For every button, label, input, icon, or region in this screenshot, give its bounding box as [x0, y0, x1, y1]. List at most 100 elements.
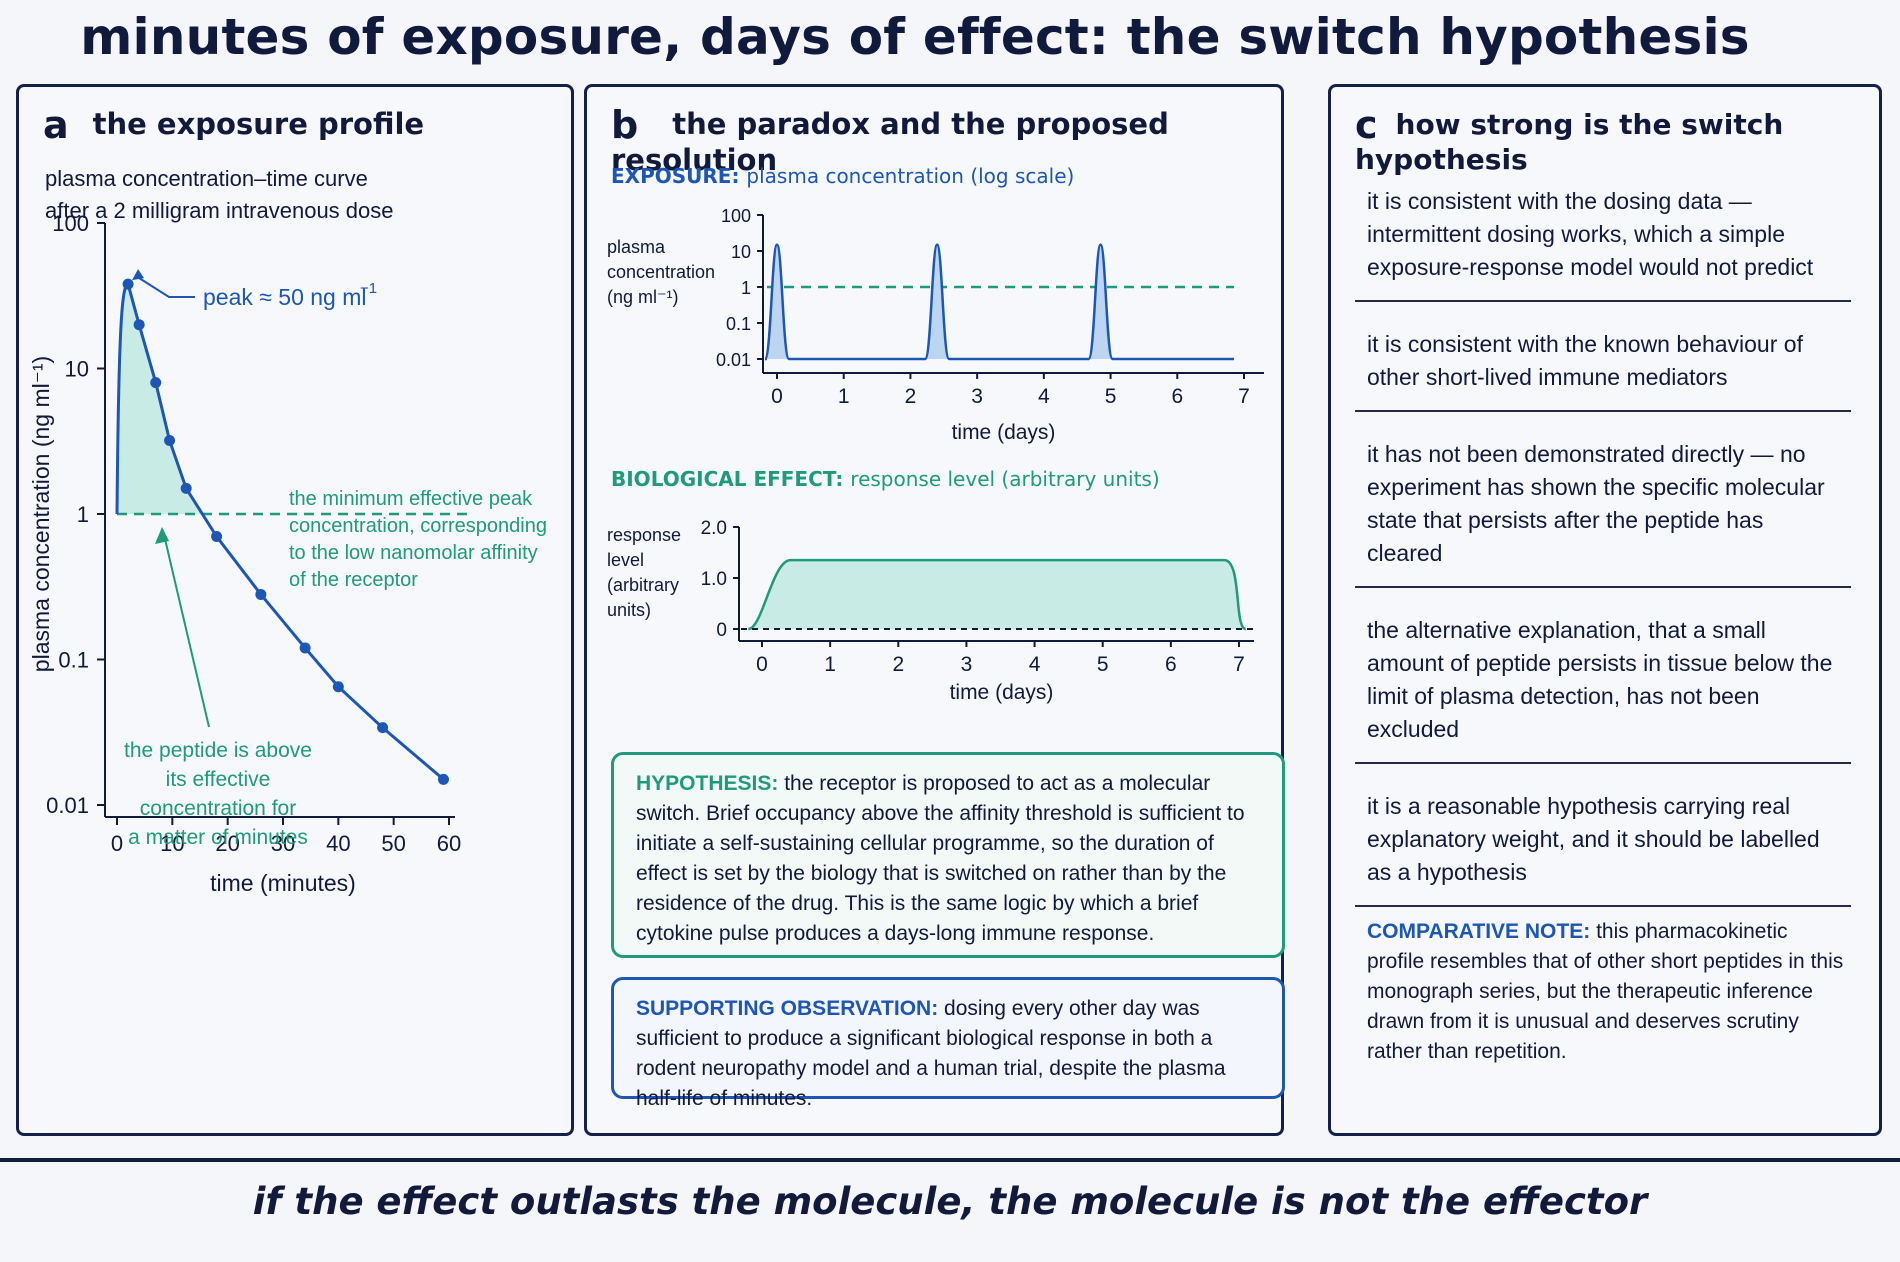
exposure-x-tick-label: 4	[1038, 385, 1050, 408]
above-threshold-note-line: its effective	[166, 768, 271, 791]
exposure-spike-fill	[765, 244, 789, 359]
threshold-note-line: the minimum effective peak	[289, 488, 533, 510]
supporting-text: dosing every other day was sufficient to…	[636, 997, 1226, 1110]
paradox-charts: 100 10 1 0.1 0.01 0 1 2 3 4 5 6 7 time (days) plasma co…	[607, 206, 1264, 704]
data-point	[180, 482, 192, 494]
data-point	[299, 642, 311, 654]
data-point	[150, 377, 162, 389]
y-tick-label: 1	[77, 502, 89, 527]
exposure-y-axis-label: (ng ml⁻¹)	[607, 287, 679, 307]
effect-y-axis-label: (arbitrary	[607, 575, 679, 595]
x-tick-label: 10	[160, 831, 184, 856]
exposure-y-tick-label: 0.1	[726, 314, 751, 334]
comparative-note-label: COMPARATIVE NOTE:	[1367, 920, 1591, 943]
exposure-curve	[763, 243, 1234, 361]
exposure-x-tick-label: 2	[905, 385, 917, 408]
effect-x-tick-label: 5	[1097, 653, 1109, 676]
assessment-item: it is consistent with the known behaviou…	[1355, 320, 1851, 412]
panel-c: c how strong is the switch hypothesis it …	[1328, 84, 1882, 1136]
exposure-y-tick-label: 1	[741, 278, 751, 298]
footer-divider	[0, 1158, 1900, 1162]
panel-a-desc-line2: after a 2 milligram intravenous dose	[45, 198, 394, 223]
threshold-note-line: to the low nanomolar affinity	[289, 542, 538, 564]
page-title: minutes of exposure, days of effect: the…	[80, 8, 1750, 66]
comparative-note: COMPARATIVE NOTE: this pharmacokinetic p…	[1367, 917, 1847, 1067]
exposure-x-tick-label: 0	[771, 385, 783, 408]
hypothesis-text: the receptor is proposed to act as a mol…	[636, 772, 1245, 945]
panel-b-letter: b	[611, 103, 639, 147]
x-tick-label: 20	[215, 831, 239, 856]
comparative-note-text: this pharmacokinetic profile resembles t…	[1367, 920, 1844, 1063]
exposure-spike-fill	[925, 244, 950, 359]
effect-y-tick-label: 0	[716, 620, 727, 641]
x-tick-label: 0	[111, 831, 123, 856]
exposure-x-axis-label: time (days)	[952, 421, 1056, 444]
exposure-y-tick-label: 100	[721, 206, 751, 226]
above-note-arrow	[164, 538, 210, 728]
exposure-label-text: plasma concentration (log scale)	[746, 164, 1075, 188]
assessment-item: it is a reasonable hypothesis carrying r…	[1355, 782, 1851, 907]
effect-y-axis-label: units)	[607, 600, 651, 620]
panel-a-header: a the exposure profile	[43, 103, 424, 147]
exposure-x-tick-label: 1	[838, 385, 850, 408]
effect-x-tick-label: 6	[1165, 653, 1177, 676]
above-threshold-note-line: concentration for	[140, 797, 296, 820]
data-point	[164, 435, 176, 447]
effect-x-tick-label: 7	[1233, 653, 1245, 676]
effect-y-axis-label: level	[607, 550, 644, 570]
panel-c-letter: c	[1355, 103, 1378, 147]
exposure-x-tick-label: 3	[971, 385, 983, 408]
x-tick-label: 40	[326, 831, 350, 856]
peak-arrowhead	[132, 269, 145, 281]
peak-arrow-line	[135, 275, 195, 298]
above-threshold-note-line: the peptide is above	[124, 739, 312, 762]
hypothesis-box: HYPOTHESIS: the receptor is proposed to …	[611, 752, 1285, 958]
effect-x-tick-label: 2	[892, 653, 904, 676]
assessment-item: it is consistent with the dosing data — …	[1355, 177, 1851, 302]
assessment-item: it has not been demonstrated directly — …	[1355, 430, 1851, 588]
exposure-x-tick-label: 5	[1105, 385, 1117, 408]
peak-label: peak ≈ 50 ng ml	[203, 284, 367, 310]
panel-a-title: the exposure profile	[92, 107, 425, 141]
data-point	[377, 722, 389, 734]
y-tick-label: 0.01	[46, 793, 89, 818]
concentration-curve	[115, 282, 445, 781]
panel-b: b the paradox and the proposed resolution…	[584, 84, 1285, 1136]
exposure-label-prefix: EXPOSURE:	[611, 164, 740, 188]
peak-label-superscript: −1	[360, 280, 377, 297]
above-note-arrowhead	[155, 527, 169, 544]
panel-b-header: b the paradox and the proposed resolution	[611, 103, 1281, 181]
panel-c-title: how strong is the switch hypothesis	[1355, 108, 1784, 176]
supporting-label: SUPPORTING OBSERVATION:	[636, 997, 939, 1020]
data-point	[332, 681, 344, 693]
hypothesis-label: HYPOTHESIS:	[636, 772, 779, 795]
above-threshold-area	[117, 284, 203, 514]
panel-a-desc-line1: plasma concentration–time curve	[45, 166, 368, 191]
above-threshold-note-line: a matter of minutes	[128, 826, 308, 849]
data-point	[211, 531, 223, 543]
panel-a: a the exposure profile plasma concentrati…	[16, 84, 574, 1136]
y-axis-label: plasma concentration (ng ml⁻¹)	[28, 356, 54, 672]
exposure-x-tick-label: 7	[1238, 385, 1250, 408]
exposure-y-tick-label: 0.01	[716, 350, 751, 370]
effect-x-tick-label: 4	[1029, 653, 1041, 676]
y-tick-label: 0.1	[58, 648, 89, 673]
effect-y-axis-label: response	[607, 525, 681, 545]
panel-b-title: the paradox and the proposed resolution	[611, 107, 1169, 177]
effect-curve	[747, 558, 1247, 631]
exposure-label: EXPOSURE: plasma concentration (log scal…	[611, 164, 1074, 188]
data-point	[133, 319, 145, 331]
exposure-y-tick-label: 10	[731, 242, 751, 262]
assessment-list: it is consistent with the dosing data — …	[1355, 177, 1851, 925]
effect-x-tick-label: 3	[961, 653, 973, 676]
data-point	[122, 278, 134, 290]
exposure-x-tick-label: 6	[1171, 385, 1183, 408]
panel-a-description: plasma concentration–time curve after a …	[45, 163, 394, 227]
threshold-note-line: concentration, corresponding	[289, 515, 547, 537]
panel-c-header: c how strong is the switch hypothesis	[1355, 103, 1879, 180]
effect-area-fill	[748, 560, 1246, 629]
exposure-profile-chart: 100 10 1 0.1 0.01 0 10 20 30 40 50 60 time (minutes)…	[28, 211, 547, 896]
exposure-y-axis-label: concentration	[607, 262, 715, 282]
footer-tagline: if the effect outlasts the molecule, the…	[252, 1180, 1648, 1223]
exposure-y-axis-label: plasma	[607, 237, 666, 257]
